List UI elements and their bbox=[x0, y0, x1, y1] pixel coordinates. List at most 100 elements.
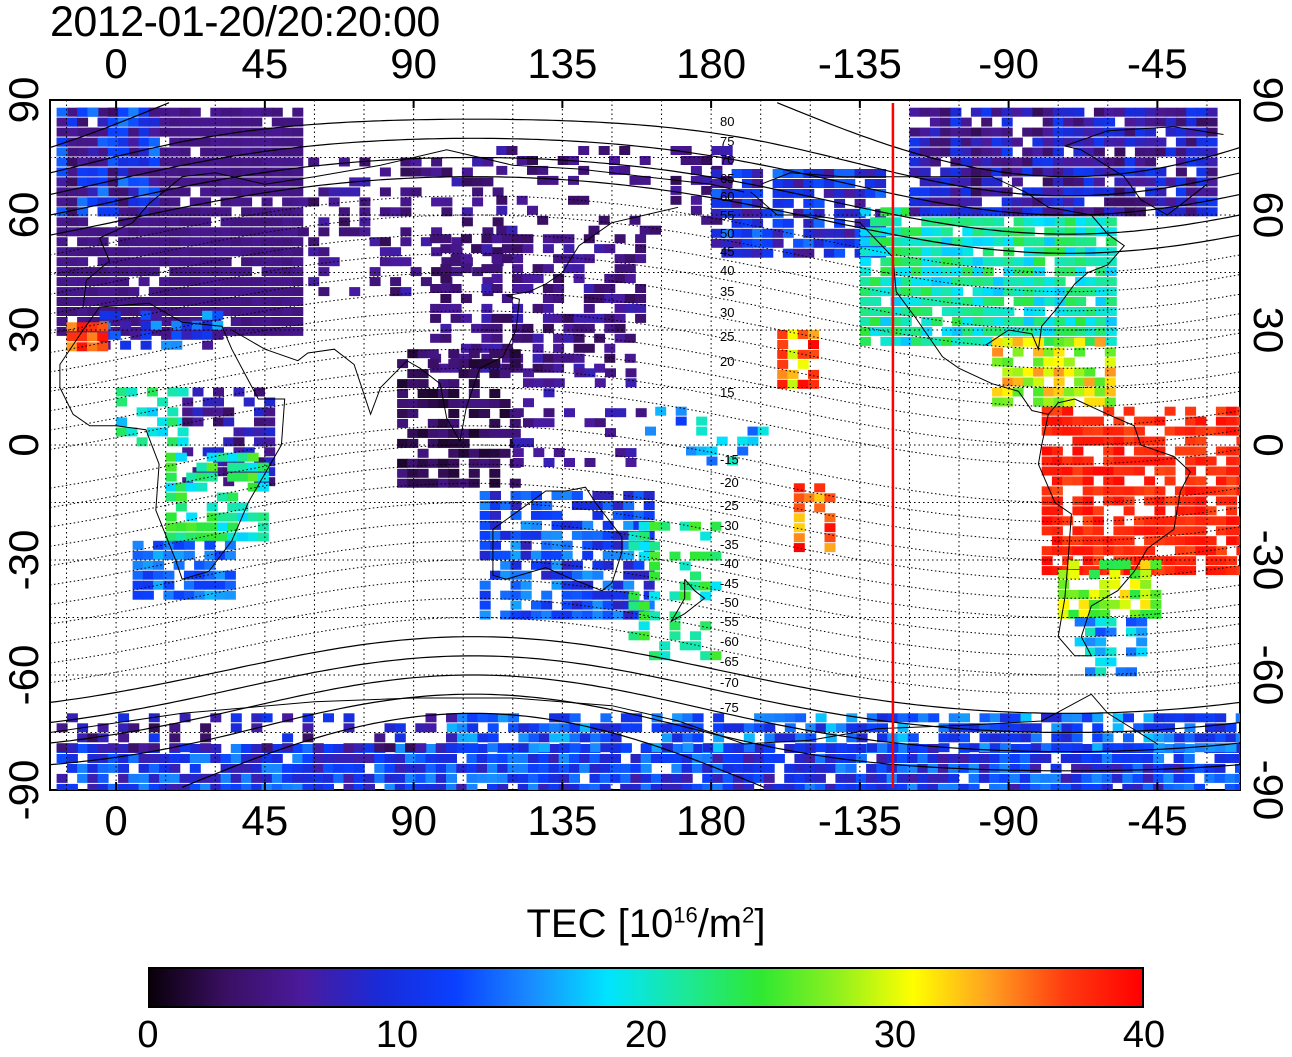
contour-label: -45 bbox=[720, 576, 739, 591]
tec-cell bbox=[671, 754, 683, 763]
tec-cell bbox=[189, 197, 201, 207]
tec-cell bbox=[66, 197, 78, 207]
tec-cell bbox=[138, 247, 150, 257]
contour-label: -70 bbox=[720, 675, 739, 690]
tec-cell bbox=[261, 177, 273, 187]
tec-cell bbox=[1022, 127, 1034, 137]
tec-cell bbox=[1154, 456, 1166, 466]
tec-cell bbox=[1073, 187, 1085, 197]
tec-cell bbox=[1123, 536, 1135, 546]
tec-cell bbox=[1175, 147, 1187, 157]
tec-cell bbox=[282, 137, 294, 147]
tec-cell bbox=[333, 763, 345, 773]
tec-cell bbox=[561, 580, 573, 590]
tec-cell bbox=[328, 197, 340, 207]
tec-cell bbox=[189, 783, 201, 790]
tec-cell bbox=[592, 570, 604, 580]
tec-cell bbox=[538, 763, 550, 773]
tec-cell bbox=[1123, 456, 1135, 466]
tec-cell bbox=[690, 571, 701, 581]
tec-cell bbox=[940, 147, 952, 157]
tec-cell bbox=[230, 723, 242, 733]
tec-cell bbox=[210, 754, 222, 763]
tec-cell bbox=[169, 177, 181, 187]
tec-cell bbox=[919, 137, 931, 147]
tec-cell bbox=[563, 353, 575, 363]
tec-cell bbox=[333, 773, 345, 783]
tec-cell bbox=[97, 237, 109, 247]
tec-cell bbox=[148, 167, 160, 177]
tec-cell bbox=[604, 323, 616, 333]
tec-cell bbox=[497, 763, 509, 773]
tec-cell bbox=[297, 227, 309, 237]
tec-cell bbox=[929, 157, 941, 167]
tec-cell bbox=[189, 267, 201, 277]
lon-tick-bottom: 0 bbox=[104, 797, 128, 844]
tec-cell bbox=[1072, 456, 1084, 466]
tec-cell bbox=[202, 320, 214, 330]
tec-cell bbox=[230, 744, 242, 753]
tec-cell bbox=[492, 187, 504, 197]
tec-cell bbox=[230, 247, 242, 257]
tec-cell bbox=[941, 267, 953, 277]
tec-cell bbox=[1082, 436, 1094, 446]
tec-cell bbox=[569, 713, 581, 723]
tec-cell bbox=[1032, 137, 1044, 147]
tec-cell bbox=[338, 207, 350, 217]
tec-cell bbox=[479, 550, 491, 560]
tec-cell bbox=[500, 550, 512, 560]
tec-cell bbox=[138, 117, 150, 127]
tec-cell bbox=[479, 510, 491, 520]
tec-cell bbox=[364, 743, 375, 753]
tec-cell bbox=[196, 522, 208, 532]
tec-cell bbox=[681, 763, 693, 773]
tec-cell bbox=[56, 247, 68, 257]
magnetic-contour bbox=[50, 156, 1240, 235]
tec-cell bbox=[282, 207, 294, 217]
tec-cell bbox=[721, 248, 733, 258]
tec-cell bbox=[950, 127, 962, 137]
tec-cell bbox=[87, 267, 99, 277]
tec-cell bbox=[220, 137, 232, 147]
tec-cell bbox=[512, 333, 524, 343]
tec-cell bbox=[929, 187, 941, 197]
tec-cell bbox=[553, 333, 565, 343]
tec-cell bbox=[165, 512, 177, 522]
tec-cell bbox=[1123, 546, 1135, 556]
tec-cell bbox=[179, 217, 191, 227]
tec-cell bbox=[118, 107, 130, 117]
tec-cell bbox=[509, 418, 521, 428]
tec-cell bbox=[671, 783, 683, 790]
tec-cell bbox=[251, 177, 263, 187]
tec-cell bbox=[206, 512, 218, 522]
tec-cell bbox=[1175, 207, 1187, 217]
tec-cell bbox=[978, 763, 990, 773]
tec-cell bbox=[56, 723, 68, 733]
tec-cell bbox=[456, 743, 468, 753]
tec-cell bbox=[384, 783, 396, 790]
tec-cell bbox=[754, 713, 766, 723]
tec-cell bbox=[397, 458, 409, 468]
tec-cell bbox=[784, 723, 796, 733]
tec-cell bbox=[1115, 667, 1127, 677]
tec-cell bbox=[407, 458, 419, 468]
tec-cell bbox=[960, 187, 972, 197]
tec-cell bbox=[571, 520, 583, 530]
tec-cell bbox=[1058, 570, 1070, 579]
tec-cell bbox=[479, 600, 491, 610]
tec-cell bbox=[592, 560, 604, 570]
tec-cell bbox=[911, 287, 923, 297]
tec-cell bbox=[471, 363, 483, 373]
tec-cell bbox=[397, 468, 409, 478]
tec-cell bbox=[558, 763, 570, 773]
tec-cell bbox=[1134, 107, 1146, 117]
tec-cell bbox=[620, 763, 632, 773]
tec-cell bbox=[56, 147, 68, 157]
tec-cell bbox=[1123, 743, 1134, 753]
tec-cell bbox=[1163, 773, 1175, 783]
tec-cell bbox=[481, 284, 493, 293]
tec-cell bbox=[702, 743, 714, 753]
tec-cell bbox=[890, 267, 902, 277]
tec-cell bbox=[282, 317, 294, 326]
tec-cell bbox=[564, 458, 575, 467]
